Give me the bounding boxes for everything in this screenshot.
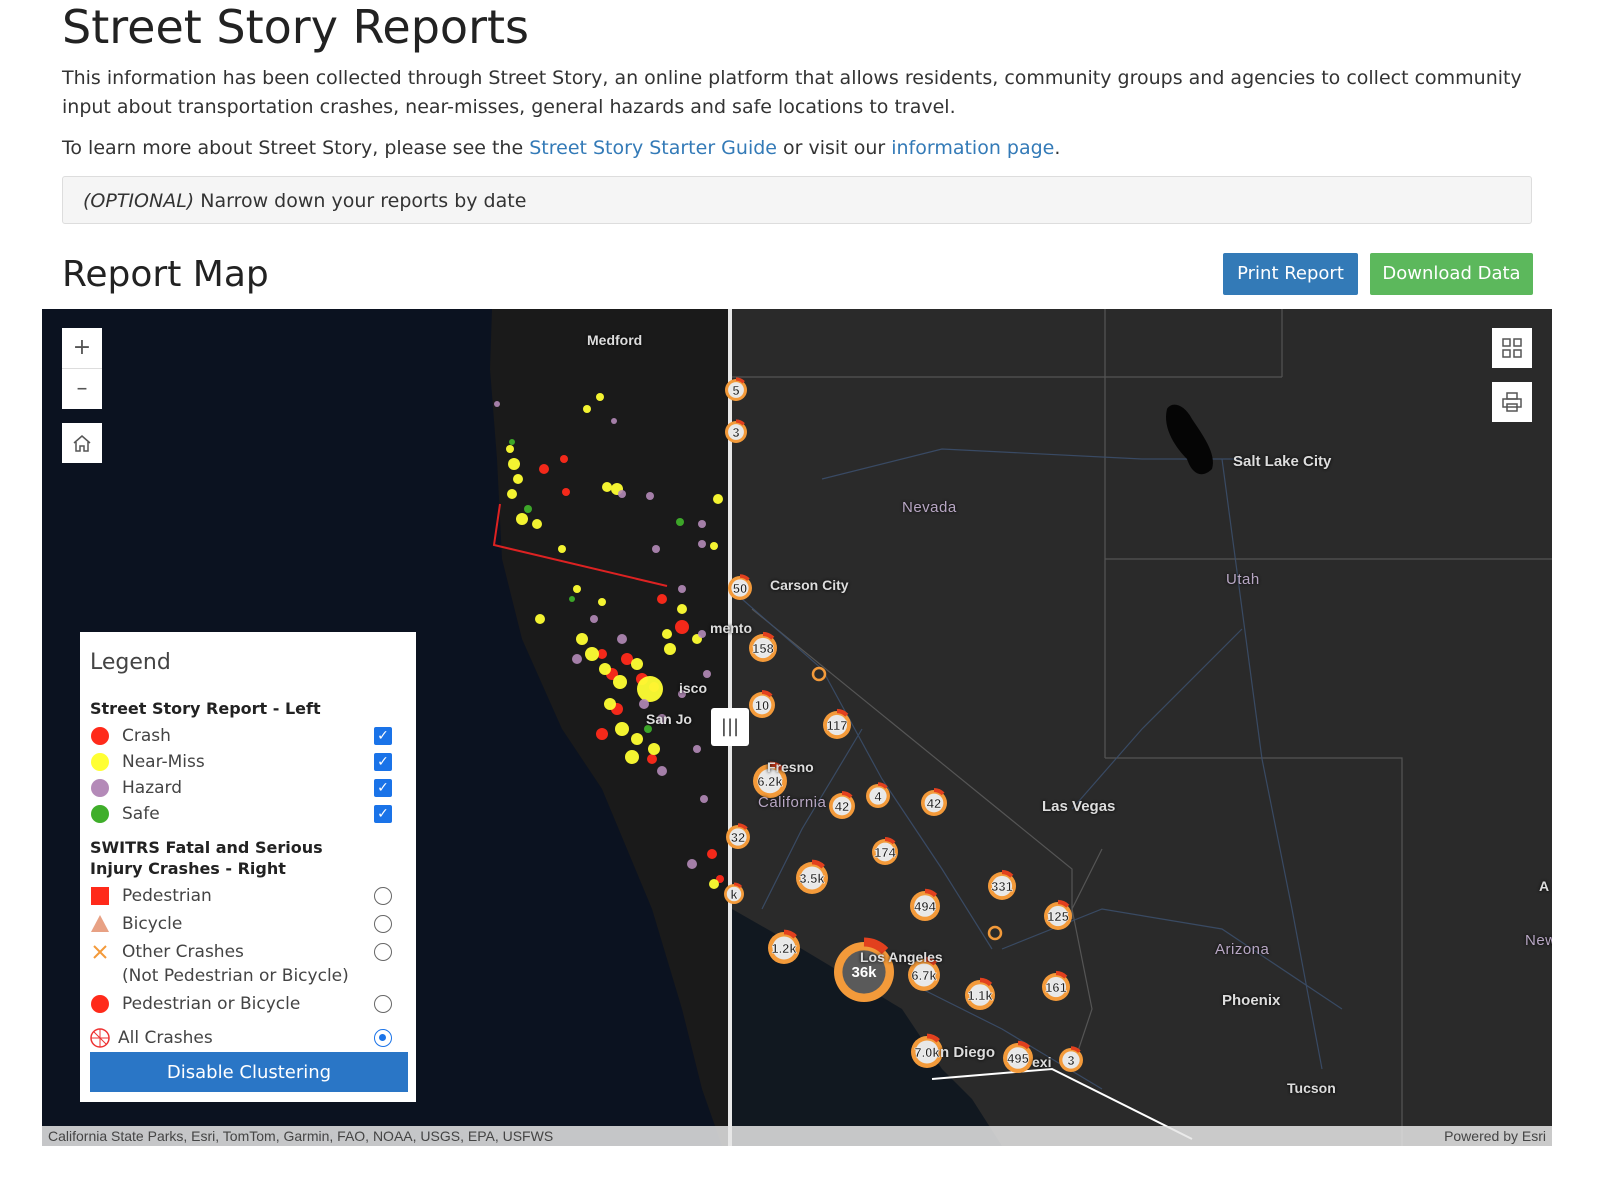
report-points-layer [494, 393, 724, 889]
legend-item-ped-or-bike[interactable]: Pedestrian or Bicycle [90, 992, 400, 1016]
report-map[interactable]: + – ||| 5 3 50 158 10 117 6.2k 42 4 42 174 32 3.5k 33… [42, 309, 1552, 1146]
region-label-utah: Utah [1226, 571, 1260, 588]
date-filter-label: Narrow down your reports by date [194, 190, 527, 212]
legend-group-right: SWITRS Fatal and Serious Injury Crashes … [90, 838, 323, 878]
powered-by-esri: Powered by Esri [1444, 1128, 1546, 1144]
pedestrian-symbol-icon [91, 887, 109, 905]
place-label-fresno: Fresno [767, 759, 814, 775]
region-label-arizona: Arizona [1215, 941, 1270, 958]
legend-label-other-crashes: Other Crashes [122, 942, 244, 962]
legend-item-all-crashes[interactable]: All Crashes [90, 1026, 400, 1050]
place-label-las-vegas: Las Vegas [1042, 798, 1116, 815]
legend-item-hazard[interactable]: Hazard ✓ [90, 776, 400, 800]
place-label-carson-city: Carson City [770, 577, 849, 593]
legend-item-other-crashes[interactable]: Other Crashes (Not Pedestrian or Bicycle… [90, 940, 400, 988]
print-report-button[interactable]: Print Report [1223, 253, 1358, 295]
place-label-san-jose: San Jo [646, 711, 692, 727]
other-crashes-x-icon [93, 945, 107, 959]
printer-icon [1502, 392, 1522, 412]
legend-label-all-crashes: All Crashes [118, 1028, 213, 1048]
all-crashes-pie-icon [90, 1028, 110, 1048]
hazard-checkbox[interactable]: ✓ [374, 779, 392, 797]
report-map-title: Report Map [62, 254, 269, 295]
bicycle-radio[interactable] [374, 915, 392, 933]
qr-code-icon [1502, 338, 1522, 358]
zoom-in-button[interactable]: + [62, 328, 102, 369]
place-label-medford: Medford [587, 332, 643, 348]
region-label-edge-new: New [1525, 932, 1552, 949]
zoom-out-button[interactable]: – [62, 369, 102, 409]
ped-or-bike-radio[interactable] [374, 995, 392, 1013]
learn-more-paragraph: To learn more about Street Story, please… [62, 134, 1060, 163]
place-label-mexicali: exi [1032, 1054, 1052, 1070]
legend-label-crash: Crash [122, 726, 171, 746]
date-filter-toggle[interactable]: (OPTIONAL) Narrow down your reports by d… [62, 176, 1532, 224]
ped-or-bike-symbol-icon [91, 995, 109, 1013]
legend-item-safe[interactable]: Safe ✓ [90, 802, 400, 826]
place-label-san-diego: n Diego [940, 1044, 995, 1061]
intro-paragraph: This information has been collected thro… [62, 67, 1522, 118]
legend-label-near-miss: Near-Miss [122, 752, 205, 772]
legend-sublabel-other-crashes: (Not Pedestrian or Bicycle) [122, 966, 349, 986]
all-crashes-radio[interactable] [374, 1029, 392, 1047]
pedestrian-radio[interactable] [374, 887, 392, 905]
place-label-san-francisco: isco [679, 680, 708, 696]
download-data-button[interactable]: Download Data [1370, 253, 1533, 295]
legend-title: Legend [90, 650, 171, 675]
legend-panel: Legend Street Story Report - Left Crash … [80, 632, 416, 1102]
place-label-tucson: Tucson [1287, 1080, 1336, 1096]
hazard-symbol-icon [91, 779, 109, 797]
disable-clustering-button[interactable]: Disable Clustering [90, 1052, 408, 1092]
starter-guide-link[interactable]: Street Story Starter Guide [529, 137, 777, 159]
home-icon [73, 435, 91, 452]
place-label-los-angeles: Los Angeles [860, 949, 943, 965]
map-print-button[interactable] [1492, 382, 1532, 422]
legend-label-bicycle: Bicycle [122, 914, 183, 934]
crash-checkbox[interactable]: ✓ [374, 727, 392, 745]
bicycle-symbol-icon [91, 915, 109, 932]
information-page-link[interactable]: information page [891, 137, 1055, 159]
legend-label-ped-or-bike: Pedestrian or Bicycle [122, 994, 301, 1014]
place-label-phoenix: Phoenix [1222, 992, 1281, 1009]
learn-suffix: . [1054, 137, 1061, 159]
place-label-salt-lake-city: Salt Lake City [1233, 453, 1332, 470]
home-button[interactable] [62, 423, 102, 463]
page-title: Street Story Reports [62, 0, 529, 54]
legend-item-bicycle[interactable]: Bicycle [90, 912, 400, 936]
other-crashes-radio[interactable] [374, 943, 392, 961]
qr-code-button[interactable] [1492, 328, 1532, 368]
safe-symbol-icon [91, 805, 109, 823]
region-label-nevada: Nevada [902, 499, 957, 516]
legend-item-crash[interactable]: Crash ✓ [90, 724, 400, 748]
near-miss-symbol-icon [91, 753, 109, 771]
learn-middle: or visit our [776, 137, 892, 159]
learn-prefix: To learn more about Street Story, please… [62, 137, 530, 159]
legend-item-pedestrian[interactable]: Pedestrian [90, 884, 400, 908]
swipe-handle[interactable]: ||| [711, 708, 749, 746]
legend-item-near-miss[interactable]: Near-Miss ✓ [90, 750, 400, 774]
safe-checkbox[interactable]: ✓ [374, 805, 392, 823]
map-attribution: California State Parks, Esri, TomTom, Ga… [42, 1126, 1552, 1146]
legend-label-hazard: Hazard [122, 778, 183, 798]
crash-symbol-icon [91, 727, 109, 745]
place-label-sacramento: mento [710, 620, 752, 636]
legend-label-safe: Safe [122, 804, 160, 824]
near-miss-checkbox[interactable]: ✓ [374, 753, 392, 771]
region-label-california: California [758, 794, 827, 811]
place-label-edge-a: A [1539, 878, 1550, 894]
optional-tag: (OPTIONAL) [83, 190, 195, 212]
attribution-sources: California State Parks, Esri, TomTom, Ga… [48, 1128, 554, 1144]
legend-label-pedestrian: Pedestrian [122, 886, 212, 906]
legend-group-left: Street Story Report - Left [90, 699, 321, 718]
